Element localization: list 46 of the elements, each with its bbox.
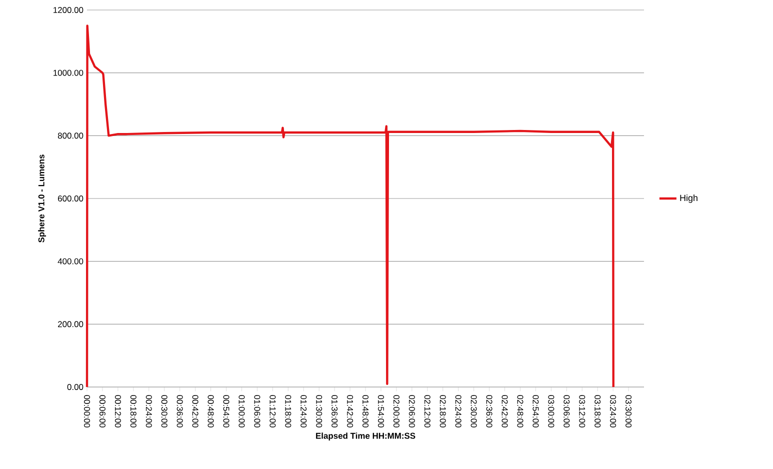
x-tick-label: 02:12:00 — [424, 395, 430, 428]
y-tick-label: 600.00 — [58, 196, 84, 202]
x-tick-label: 01:00:00 — [238, 395, 245, 428]
x-tick-label: 00:12:00 — [114, 395, 121, 428]
x-tick-label: 02:24:00 — [455, 395, 462, 428]
x-tick-label: 01:48:00 — [362, 395, 368, 428]
legend-label: High — [680, 194, 698, 203]
x-axis-title: Elapsed Time HH:MM:SS — [316, 432, 416, 440]
y-axis-title: Sphere V1.0 - Lumens — [38, 154, 46, 242]
x-tick-label: 02:06:00 — [408, 395, 415, 428]
y-tick-label: 1200.00 — [54, 7, 84, 13]
x-tick-label: 01:24:00 — [300, 395, 307, 428]
x-tick-label: 03:30:00 — [626, 395, 632, 428]
x-tick-label: 00:24:00 — [146, 395, 152, 428]
x-tick-label: 02:30:00 — [470, 395, 477, 428]
x-tick-label: 03:12:00 — [579, 395, 586, 428]
x-tick-label: 03:24:00 — [610, 395, 616, 428]
x-tick-label: 01:18:00 — [285, 395, 292, 428]
x-tick-label: 00:18:00 — [130, 395, 136, 428]
x-tick-label: 01:30:00 — [316, 395, 322, 428]
y-tick-label: 200.00 — [58, 321, 84, 328]
x-tick-label: 02:42:00 — [502, 395, 508, 428]
x-tick-label: 01:36:00 — [332, 395, 338, 428]
x-tick-label: 03:06:00 — [564, 395, 570, 428]
y-tick-label: 800.00 — [58, 132, 84, 139]
x-tick-label: 01:54:00 — [378, 395, 384, 428]
x-tick-label: 00:42:00 — [192, 395, 198, 428]
x-tick-label: 02:48:00 — [517, 395, 524, 428]
x-tick-label: 00:36:00 — [176, 395, 183, 428]
x-tick-label: 00:48:00 — [208, 395, 214, 428]
x-tick-label: 00:00:00 — [84, 395, 90, 428]
x-tick-label: 02:18:00 — [440, 395, 446, 428]
x-tick-label: 02:36:00 — [486, 395, 492, 428]
x-tick-label: 03:18:00 — [594, 395, 601, 428]
x-tick-label: 03:00:00 — [548, 395, 554, 428]
x-tick-label: 00:06:00 — [99, 395, 106, 428]
x-tick-label: 02:00:00 — [393, 395, 400, 428]
x-tick-label: 01:12:00 — [270, 395, 276, 428]
x-tick-label: 02:54:00 — [532, 395, 539, 428]
y-tick-label: 400.00 — [58, 258, 84, 264]
x-tick-label: 00:54:00 — [223, 395, 230, 428]
x-tick-label: 00:30:00 — [161, 395, 168, 428]
y-tick-label: 0.00 — [67, 384, 84, 390]
y-tick-label: 1000.00 — [54, 70, 84, 76]
x-tick-label: 01:42:00 — [347, 395, 354, 428]
x-tick-label: 01:06:00 — [254, 395, 260, 428]
